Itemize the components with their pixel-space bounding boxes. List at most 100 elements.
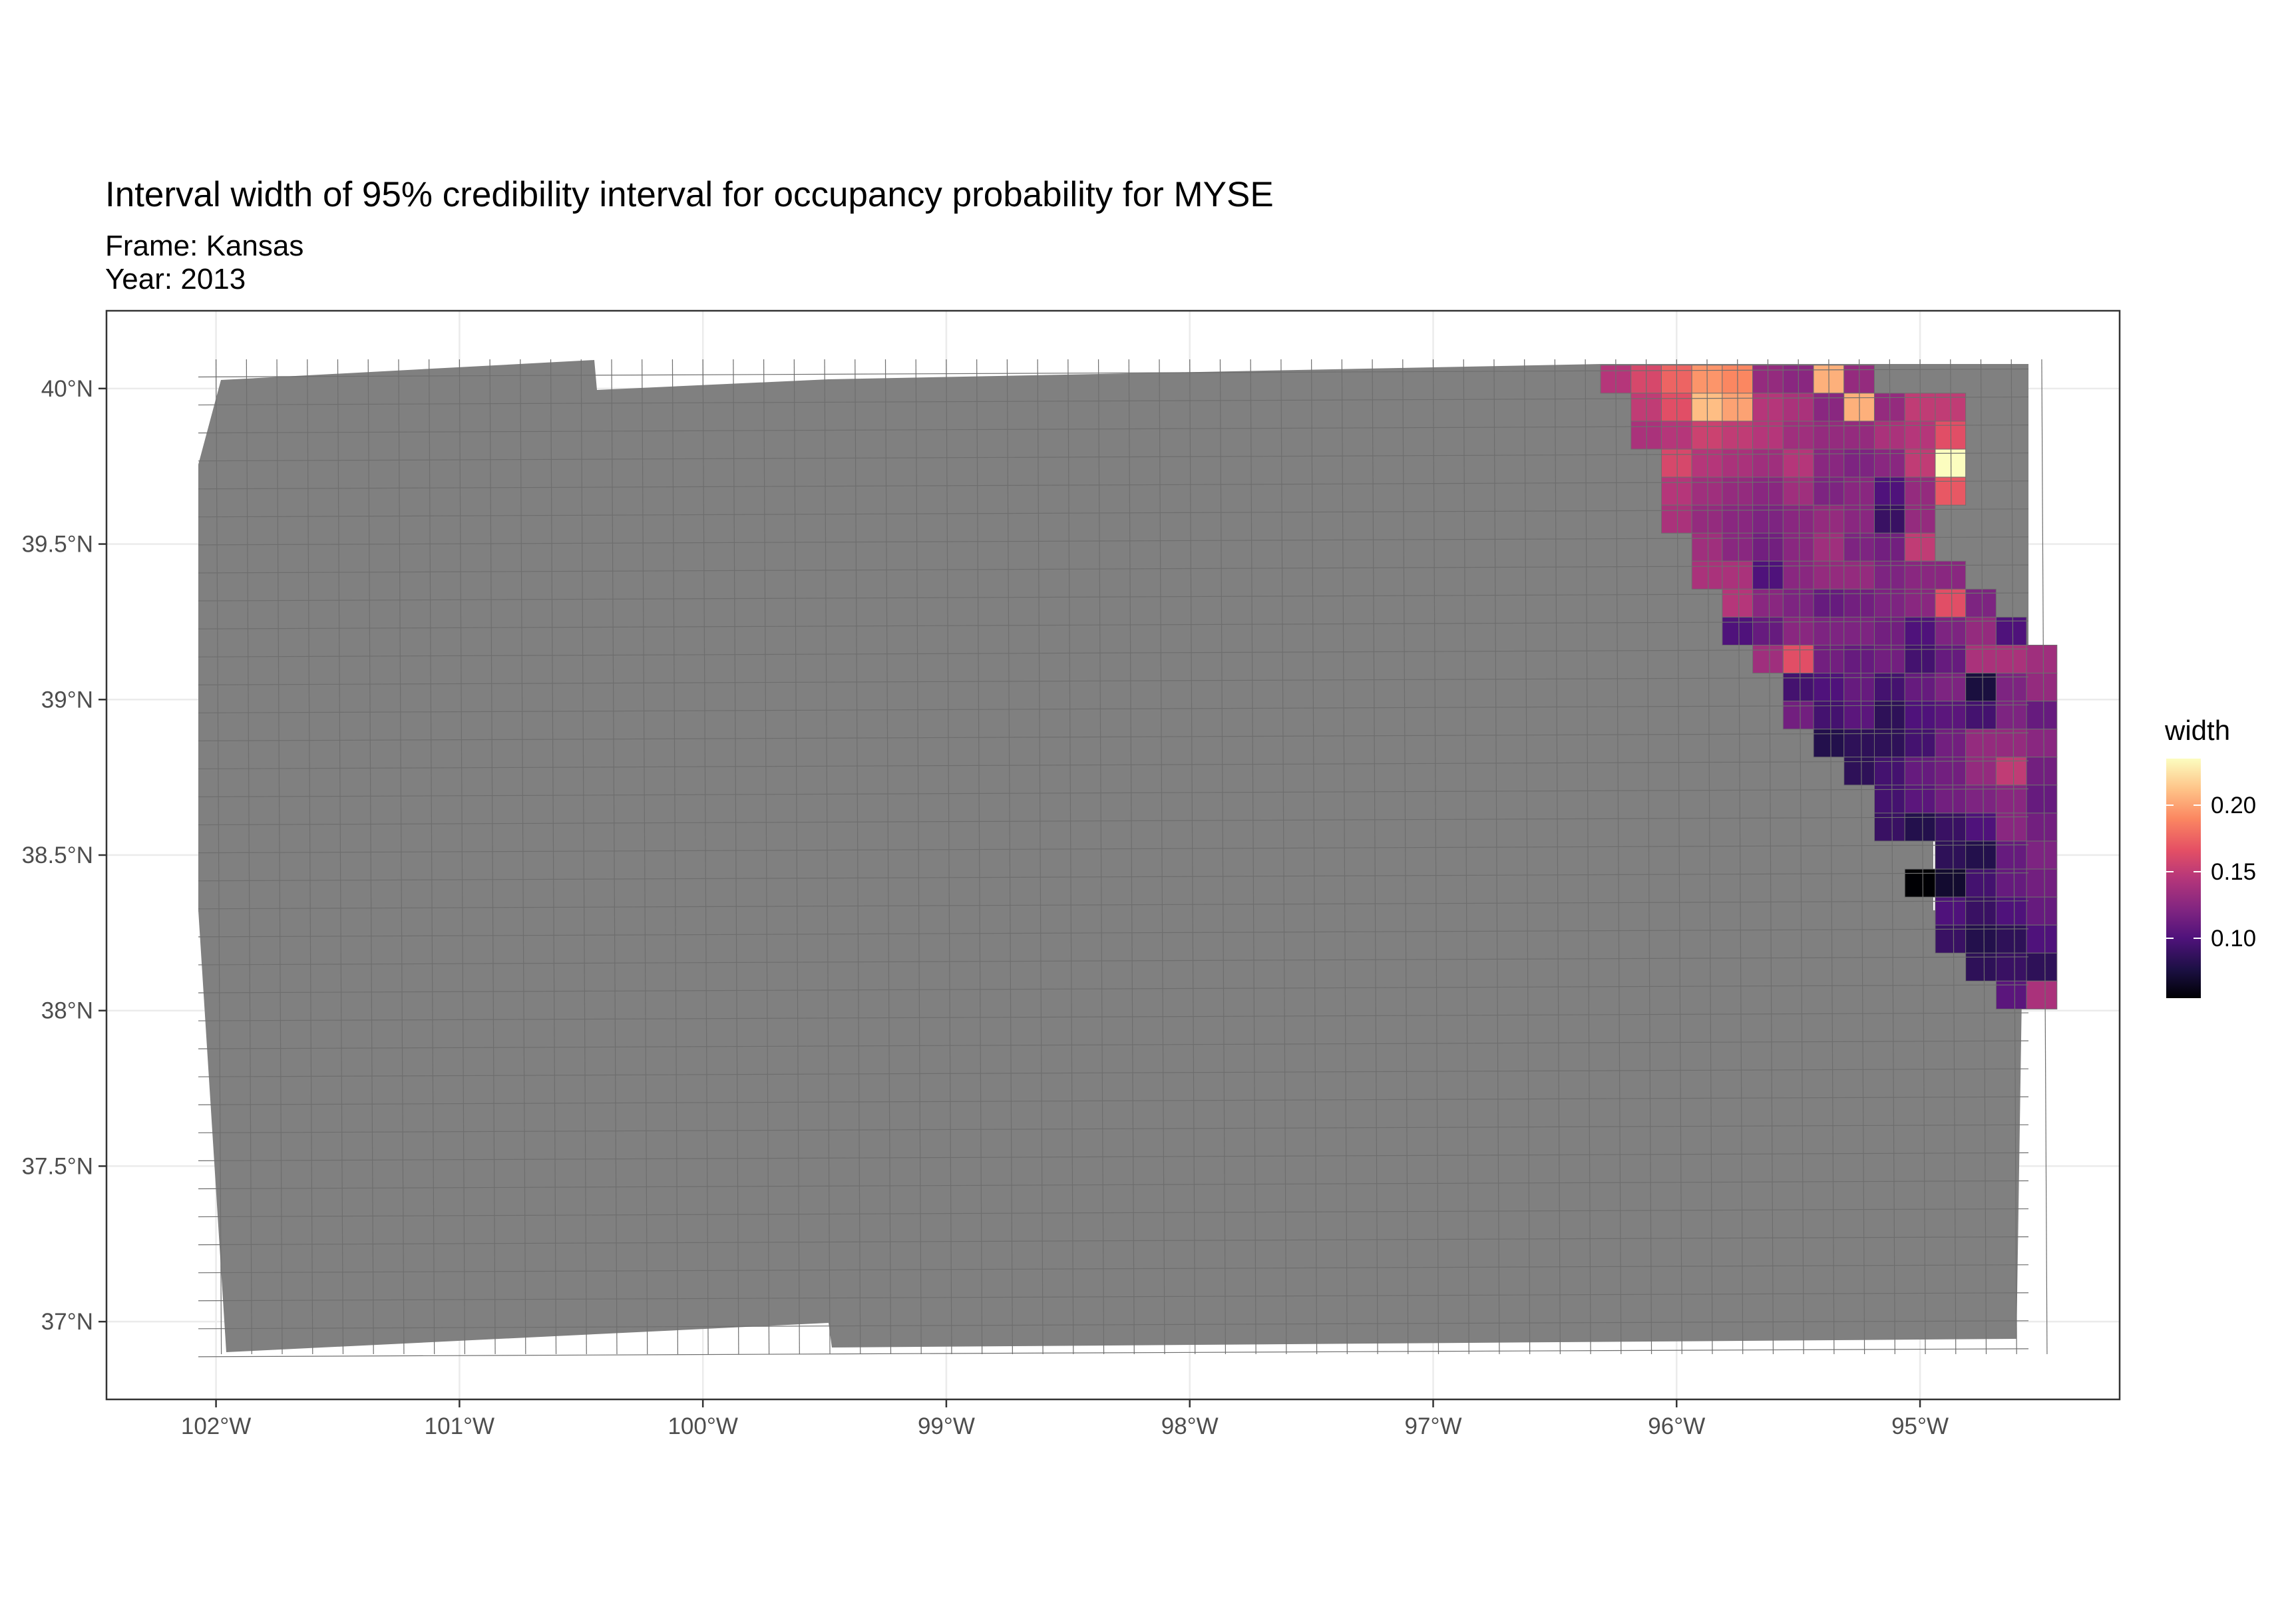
cell-grid-line-h bbox=[198, 1012, 2029, 1021]
cell-grid-line-v bbox=[946, 359, 952, 1355]
width-cell bbox=[2026, 729, 2058, 758]
width-cell bbox=[1995, 757, 2027, 786]
width-cell bbox=[1752, 532, 1784, 562]
width-cell bbox=[1935, 757, 1967, 786]
cell-grid-line-v bbox=[763, 359, 770, 1355]
cell-grid-line-h bbox=[198, 480, 2029, 490]
x-tick-label: 98°W bbox=[1161, 1413, 1219, 1439]
width-cell bbox=[1722, 588, 1754, 618]
width-cell bbox=[1752, 560, 1784, 590]
width-cell bbox=[2026, 785, 2058, 814]
cell-grid-line-v bbox=[398, 359, 405, 1355]
cell-grid-line-v bbox=[1737, 359, 1744, 1355]
cell-grid-line-v bbox=[489, 359, 496, 1355]
chart-title: Interval width of 95% credibility interv… bbox=[105, 175, 1274, 214]
cell-grid-line-v bbox=[1950, 359, 1957, 1355]
width-cell bbox=[1813, 532, 1845, 562]
width-cell bbox=[1691, 476, 1723, 506]
cell-grid-line-h bbox=[198, 844, 2029, 854]
width-cell bbox=[1813, 476, 1845, 506]
x-axis: 102°W 101°W 100°W 99°W 98°W 97°W 96°W 95°W bbox=[181, 1399, 1949, 1439]
width-cell bbox=[1782, 476, 1814, 506]
cell-grid-line-v bbox=[1798, 359, 1804, 1355]
cell-grid-line-v bbox=[884, 359, 892, 1355]
y-axis: 40°N 39.5°N 39°N 38.5°N 38°N 37.5°N 37°N bbox=[22, 376, 106, 1335]
cell-grid-line-v bbox=[1980, 359, 1987, 1355]
cell-grid-line-v bbox=[1493, 359, 1500, 1355]
width-cell bbox=[1782, 504, 1814, 534]
cell-grid-line-h bbox=[198, 872, 2029, 882]
width-cell bbox=[1995, 616, 2027, 645]
cell-grid-line-h bbox=[198, 1068, 2029, 1077]
cell-grid-line-v bbox=[1097, 359, 1105, 1355]
cell-grid-line-v bbox=[1554, 359, 1561, 1355]
cell-grid-line-v bbox=[671, 359, 679, 1355]
cell-grid-line-h bbox=[198, 620, 2029, 629]
cell-grid-line-h bbox=[198, 928, 2029, 938]
width-cell bbox=[1935, 476, 1967, 506]
chart-subtitle-frame: Frame: Kansas bbox=[105, 230, 304, 262]
width-cell bbox=[1722, 560, 1754, 590]
width-cell bbox=[1995, 812, 2027, 842]
cell-grid-line-v bbox=[915, 359, 922, 1355]
y-tick-label: 37.5°N bbox=[22, 1153, 93, 1179]
width-cell bbox=[1995, 729, 2027, 758]
cell-grid-line-h bbox=[198, 425, 2029, 434]
width-cell bbox=[1782, 560, 1814, 590]
legend-colorbar bbox=[2166, 759, 2201, 998]
width-cell bbox=[2026, 924, 2058, 954]
frame-cell-grid bbox=[198, 359, 2048, 1357]
width-cell bbox=[2026, 644, 2058, 674]
width-cell bbox=[1691, 504, 1723, 534]
width-cell bbox=[1965, 812, 1997, 842]
cell-grid-line-h bbox=[198, 564, 2029, 574]
width-cell bbox=[1752, 504, 1784, 534]
width-cell bbox=[1813, 644, 1845, 674]
x-tick-label: 100°W bbox=[668, 1413, 737, 1439]
cell-grid-line-v bbox=[1311, 359, 1318, 1355]
cell-grid-line-v bbox=[1585, 359, 1591, 1355]
y-tick-label: 40°N bbox=[41, 376, 93, 402]
cell-grid-line-v bbox=[1219, 359, 1227, 1355]
cell-grid-line-v bbox=[642, 359, 648, 1355]
cell-grid-line-v bbox=[1828, 359, 1835, 1355]
cell-grid-line-h bbox=[198, 368, 2029, 378]
cell-grid-line-v bbox=[1128, 359, 1135, 1355]
width-cell bbox=[1935, 560, 1967, 590]
cell-grid-line-h bbox=[198, 648, 2029, 657]
cell-grid-line-v bbox=[1919, 359, 1926, 1355]
cell-grid-line-v bbox=[1706, 359, 1713, 1355]
width-cell bbox=[1935, 644, 1967, 674]
cell-grid-line-v bbox=[1676, 359, 1682, 1355]
width-cell bbox=[1813, 560, 1845, 590]
cell-grid-line-v bbox=[1280, 359, 1287, 1355]
cell-grid-line-h bbox=[198, 900, 2029, 910]
width-cell bbox=[1782, 701, 1814, 730]
cell-grid-line-v bbox=[793, 359, 800, 1355]
width-cell bbox=[2026, 701, 2058, 730]
width-cell bbox=[1691, 532, 1723, 562]
width-cell bbox=[1995, 840, 2027, 870]
width-cell bbox=[1965, 952, 1997, 982]
width-cell bbox=[1965, 701, 1997, 730]
width-cell bbox=[1995, 673, 2027, 702]
width-cell bbox=[1660, 504, 1692, 534]
cell-grid-line-v bbox=[611, 359, 618, 1355]
width-cell bbox=[1935, 449, 1967, 478]
cell-grid-line-v bbox=[1432, 359, 1439, 1355]
legend-tick-label: 0.20 bbox=[2211, 793, 2256, 818]
legend-tick-label: 0.15 bbox=[2211, 859, 2256, 885]
y-tick-label: 39°N bbox=[41, 687, 93, 713]
legend-ticks: 0.20 0.15 0.10 bbox=[2166, 793, 2256, 952]
cell-grid-line-h bbox=[198, 788, 2029, 798]
cell-grid-line-v bbox=[1250, 359, 1256, 1355]
cell-grid-line-h bbox=[198, 1124, 2029, 1133]
cell-grid-line-v bbox=[580, 359, 587, 1355]
width-cell bbox=[1752, 644, 1784, 674]
cell-grid-line-v bbox=[733, 359, 739, 1355]
width-cell bbox=[1813, 701, 1845, 730]
width-cell bbox=[1722, 476, 1754, 506]
cell-grid-line-v bbox=[1067, 359, 1074, 1355]
cell-grid-line-h bbox=[198, 1096, 2029, 1105]
width-cell bbox=[1660, 449, 1692, 478]
